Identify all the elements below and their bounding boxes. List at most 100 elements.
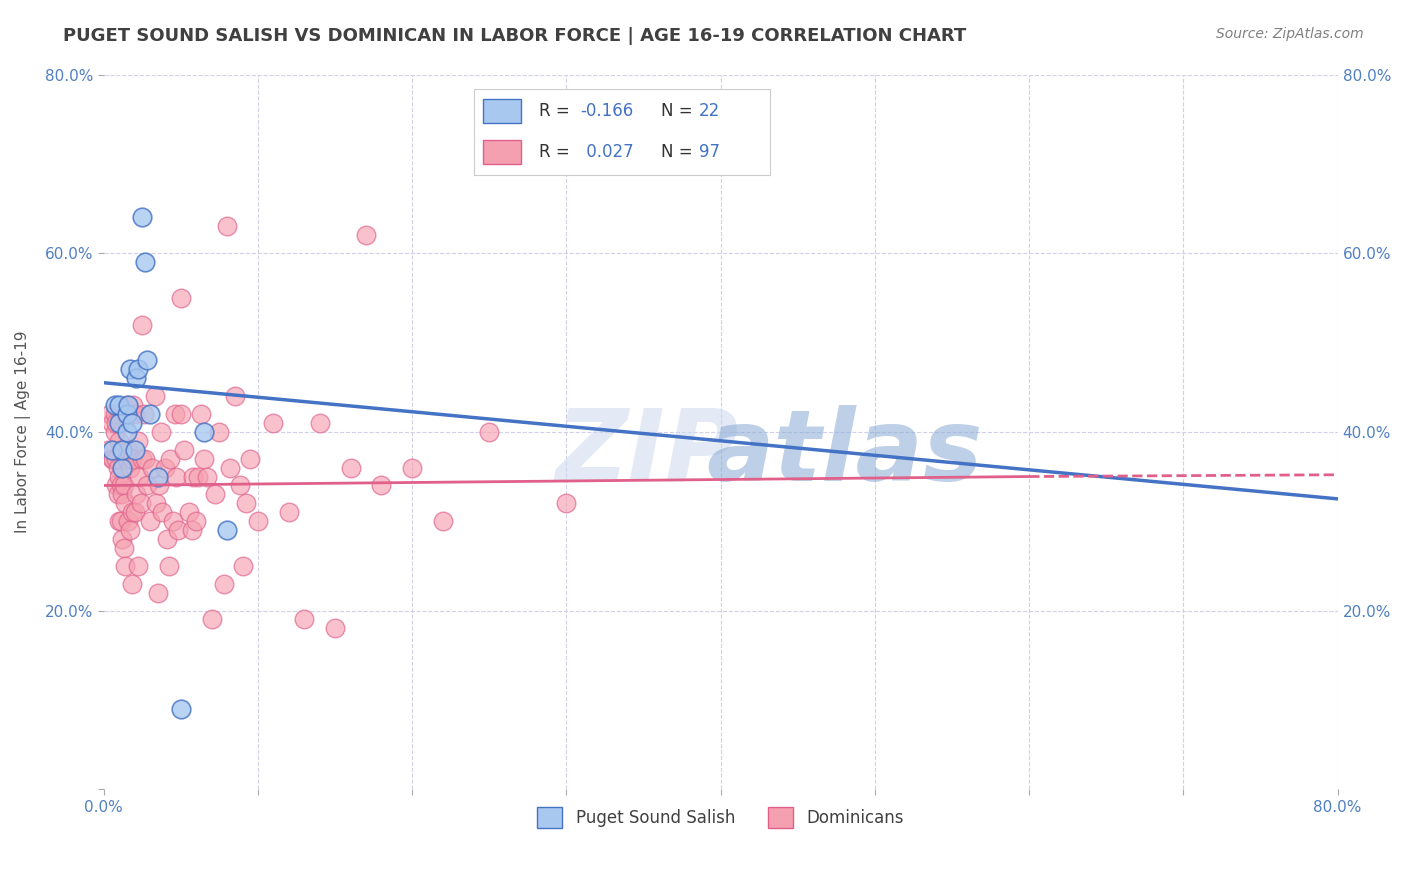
Point xyxy=(165,469,187,483)
Point xyxy=(115,398,138,412)
Point xyxy=(108,514,131,528)
Y-axis label: In Labor Force | Age 16-19: In Labor Force | Age 16-19 xyxy=(15,331,31,533)
Point xyxy=(118,362,141,376)
Point xyxy=(124,407,146,421)
Point xyxy=(166,523,188,537)
Point xyxy=(107,487,129,501)
Point xyxy=(478,425,501,439)
Point xyxy=(100,416,122,430)
Point xyxy=(115,451,138,466)
Point xyxy=(219,460,242,475)
Point xyxy=(118,523,141,537)
Point xyxy=(117,514,139,528)
Point xyxy=(262,416,284,430)
Point xyxy=(370,478,392,492)
Point xyxy=(247,514,270,528)
Point xyxy=(139,407,162,421)
Legend: Puget Sound Salish, Dominicans: Puget Sound Salish, Dominicans xyxy=(530,801,911,835)
Point xyxy=(111,442,134,457)
Point xyxy=(170,291,193,305)
Point xyxy=(101,451,124,466)
Point xyxy=(122,398,145,412)
Point xyxy=(111,532,134,546)
Point xyxy=(118,460,141,475)
Point xyxy=(193,425,215,439)
Point xyxy=(193,451,215,466)
Point xyxy=(112,541,135,555)
Point xyxy=(111,460,134,475)
Point xyxy=(104,398,127,412)
Point xyxy=(124,505,146,519)
Point xyxy=(97,442,120,457)
Point xyxy=(141,460,163,475)
Point xyxy=(162,514,184,528)
Point xyxy=(121,505,143,519)
Point xyxy=(239,451,262,466)
Point xyxy=(108,469,131,483)
Point xyxy=(127,362,149,376)
Point xyxy=(235,496,257,510)
Point xyxy=(108,416,131,430)
Point xyxy=(114,496,136,510)
Point xyxy=(170,407,193,421)
Point xyxy=(134,255,156,269)
Point xyxy=(187,469,209,483)
Point xyxy=(201,612,224,626)
Point xyxy=(156,532,179,546)
Point xyxy=(232,558,254,573)
Point xyxy=(108,398,131,412)
Point xyxy=(128,469,150,483)
Text: PUGET SOUND SALISH VS DOMINICAN IN LABOR FORCE | AGE 16-19 CORRELATION CHART: PUGET SOUND SALISH VS DOMINICAN IN LABOR… xyxy=(63,27,966,45)
Point xyxy=(170,702,193,716)
Point xyxy=(181,469,204,483)
Point xyxy=(155,460,177,475)
Text: ZIP: ZIP xyxy=(555,405,738,502)
Point xyxy=(208,425,231,439)
Point xyxy=(323,621,346,635)
Point xyxy=(115,407,138,421)
Point xyxy=(105,451,128,466)
Point xyxy=(111,442,134,457)
Point xyxy=(555,496,578,510)
Point xyxy=(204,487,226,501)
Point xyxy=(339,460,361,475)
Point xyxy=(121,416,143,430)
Point xyxy=(127,558,149,573)
Point xyxy=(104,425,127,439)
Point xyxy=(190,407,212,421)
Point xyxy=(145,496,167,510)
Point xyxy=(108,434,131,448)
Point xyxy=(104,407,127,421)
Point xyxy=(228,478,250,492)
Point xyxy=(186,514,208,528)
Point xyxy=(136,478,159,492)
Point xyxy=(146,469,169,483)
Point xyxy=(212,576,235,591)
Point xyxy=(180,523,202,537)
Text: Source: ZipAtlas.com: Source: ZipAtlas.com xyxy=(1216,27,1364,41)
Point xyxy=(159,451,181,466)
Point xyxy=(105,416,128,430)
Point xyxy=(143,389,166,403)
Point xyxy=(131,318,153,332)
Point xyxy=(100,442,122,457)
Point xyxy=(401,460,423,475)
Point xyxy=(129,496,152,510)
Point xyxy=(121,576,143,591)
Point xyxy=(217,523,239,537)
Point xyxy=(292,612,315,626)
Point xyxy=(224,389,246,403)
Point xyxy=(117,398,139,412)
Point xyxy=(125,371,148,385)
Point xyxy=(146,585,169,599)
Point xyxy=(112,478,135,492)
Point xyxy=(131,211,153,225)
Point xyxy=(354,228,377,243)
Point xyxy=(110,478,132,492)
Point xyxy=(121,451,143,466)
Point xyxy=(195,469,218,483)
Text: atlas: atlas xyxy=(706,405,983,502)
Point xyxy=(139,514,162,528)
Point xyxy=(111,487,134,501)
Point xyxy=(432,514,454,528)
